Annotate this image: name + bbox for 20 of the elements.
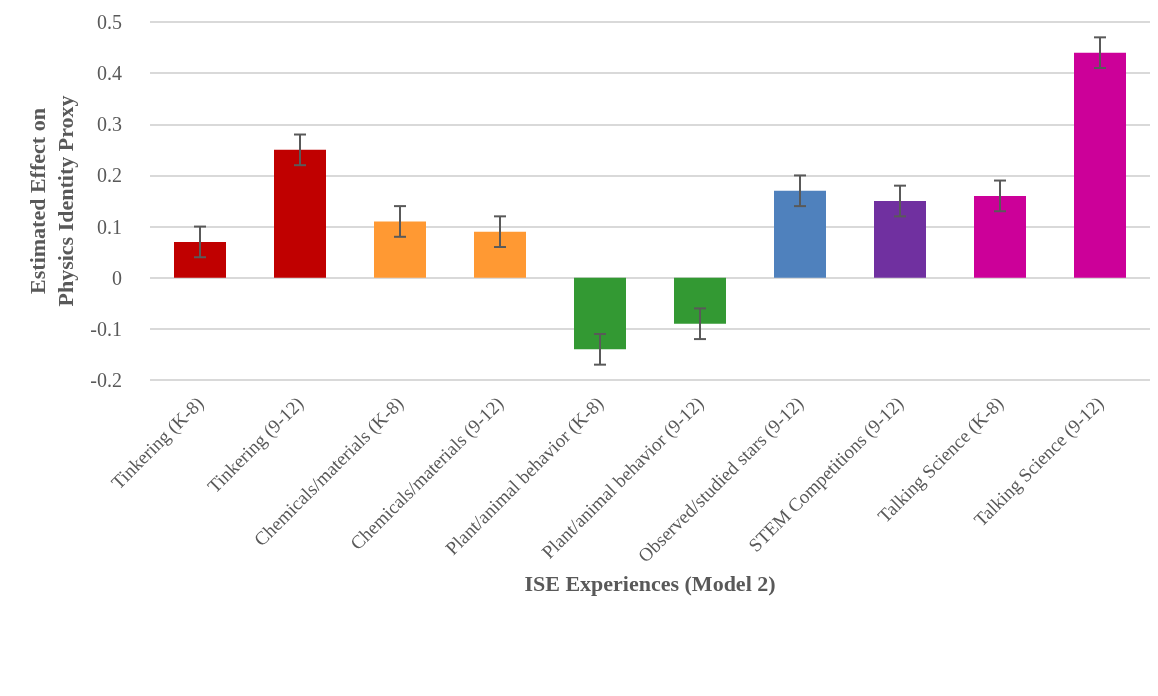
y-tick-label: 0.1: [97, 215, 122, 238]
bar: [974, 195, 1026, 278]
bar: [874, 201, 926, 278]
y-tick-label: 0.4: [97, 62, 122, 85]
bar: [474, 231, 526, 278]
y-tick-label: 0: [112, 266, 122, 289]
y-tick-label: 0.5: [97, 11, 122, 33]
bar: [1074, 52, 1126, 278]
bar: [574, 277, 626, 350]
x-axis-title: ISE Experiences (Model 2): [524, 571, 776, 597]
bar: [274, 149, 326, 278]
y-tick-label: -0.1: [90, 317, 122, 340]
bar: [674, 277, 726, 324]
bar: [374, 221, 426, 278]
bar: [774, 190, 826, 278]
y-tick-label: 0.3: [97, 113, 122, 136]
bar: [174, 241, 226, 278]
y-tick-label: 0.2: [97, 164, 122, 187]
y-tick-label: -0.2: [90, 369, 122, 391]
y-axis-title: Estimated Effect on Physics Identity Proxy: [24, 95, 78, 307]
